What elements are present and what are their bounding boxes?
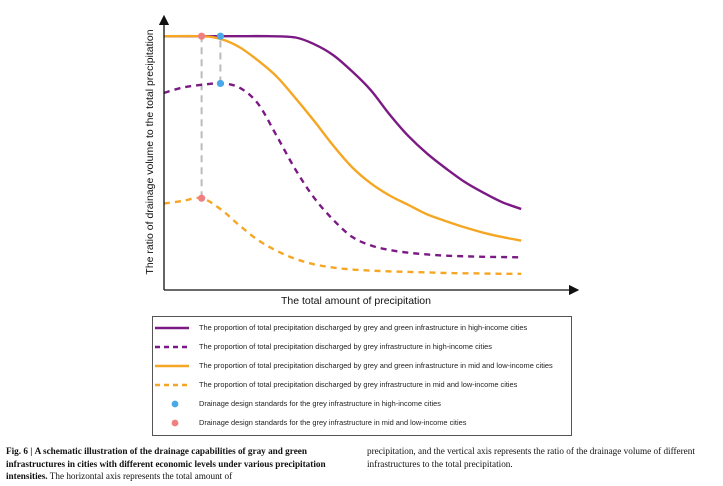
caption-text-left: The horizontal axis represents the total… bbox=[49, 471, 233, 481]
caption-right-column: precipitation, and the vertical axis rep… bbox=[367, 445, 717, 470]
series-line-4 bbox=[163, 196, 522, 275]
legend-item: The proportion of total precipitation di… bbox=[153, 339, 571, 357]
legend-item: Drainage design standards for the grey i… bbox=[153, 415, 571, 433]
series-lines bbox=[163, 34, 522, 275]
legend-label: Drainage design standards for the grey i… bbox=[199, 418, 467, 427]
design-standard-point-2-1 bbox=[198, 32, 206, 40]
legend-label: Drainage design standards for the grey i… bbox=[199, 399, 441, 408]
design-standard-point-1-2 bbox=[216, 79, 224, 88]
legend-swatch bbox=[171, 419, 179, 427]
series-line-3 bbox=[163, 34, 522, 242]
legend-item: The proportion of total precipitation di… bbox=[153, 320, 571, 338]
legend-swatch bbox=[155, 383, 189, 387]
figure-title: A schematic illustration of the drainage… bbox=[6, 446, 326, 481]
chart-plot-area: The total amount of precipitation The ra… bbox=[144, 14, 580, 307]
guide-lines bbox=[200, 36, 222, 199]
series-line-1 bbox=[164, 34, 522, 211]
design-standard-point-1-1 bbox=[216, 32, 224, 40]
legend-item: The proportion of total precipitation di… bbox=[153, 377, 571, 395]
legend-label: The proportion of total precipitation di… bbox=[199, 361, 553, 370]
legend-swatch bbox=[155, 326, 189, 330]
legend-swatch bbox=[155, 364, 189, 368]
legend-label: The proportion of total precipitation di… bbox=[199, 342, 492, 351]
legend-item: The proportion of total precipitation di… bbox=[153, 358, 571, 376]
caption-left-column: Fig. 6 | A schematic illustration of the… bbox=[6, 445, 361, 483]
legend-swatch bbox=[155, 345, 189, 349]
design-standard-markers bbox=[198, 32, 224, 202]
legend-label: The proportion of total precipitation di… bbox=[199, 380, 518, 389]
legend-item: Drainage design standards for the grey i… bbox=[153, 396, 571, 414]
x-axis-label: The total amount of precipitation bbox=[281, 295, 431, 307]
y-axis-label: The ratio of drainage volume to the tota… bbox=[144, 29, 156, 274]
legend: The proportion of total precipitation di… bbox=[152, 316, 572, 436]
design-standard-point-2-2 bbox=[198, 194, 206, 202]
caption-text-right: precipitation, and the vertical axis rep… bbox=[367, 446, 695, 469]
figure-label: Fig. 6 | bbox=[6, 446, 33, 456]
legend-swatch bbox=[171, 400, 179, 408]
series-line-2 bbox=[163, 82, 522, 259]
legend-label: The proportion of total precipitation di… bbox=[199, 323, 528, 332]
